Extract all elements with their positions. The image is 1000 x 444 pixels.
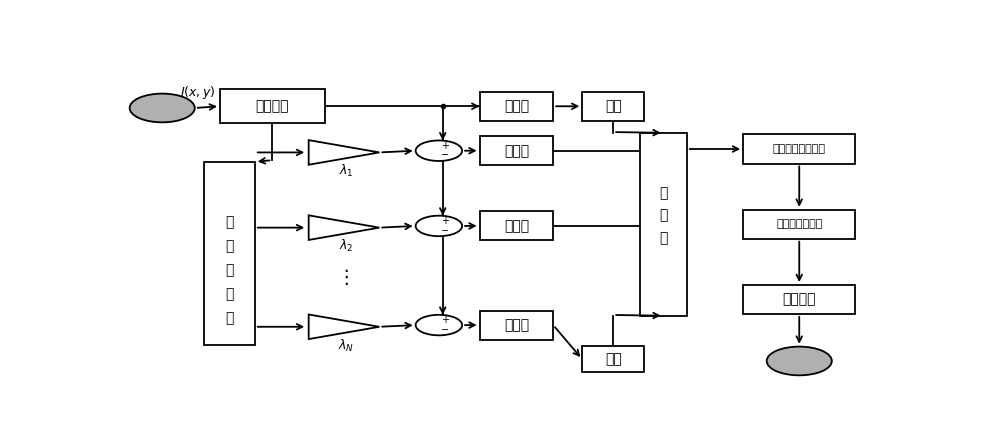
Text: 外: 外 [225,215,234,230]
Text: ⋮: ⋮ [336,268,356,287]
Bar [582,346,644,372]
Text: $\lambda_N$: $\lambda_N$ [338,337,354,353]
Text: 抑: 抑 [225,263,234,278]
Text: 区: 区 [225,239,234,254]
Text: 二値化: 二値化 [504,99,529,113]
Bar [582,92,644,121]
Text: −: − [441,325,449,335]
Text: $\lambda_2$: $\lambda_2$ [339,238,353,254]
Polygon shape [309,314,379,339]
Text: 量: 量 [225,311,234,325]
Text: +: + [441,141,449,151]
Bar [480,136,553,165]
Circle shape [416,140,462,161]
Text: −: − [441,151,449,160]
Bar [480,92,553,121]
Bar [480,310,553,340]
Text: +: + [441,315,449,325]
Text: 合: 合 [659,209,668,223]
Bar [743,210,855,239]
Text: 并集: 并集 [605,352,622,366]
Text: $\lambda_1$: $\lambda_1$ [339,163,353,179]
Circle shape [767,347,832,375]
Bar [204,162,255,345]
Text: 制: 制 [225,287,234,301]
Circle shape [416,216,462,236]
Text: 二値化: 二値化 [504,318,529,332]
Text: 二値化: 二値化 [504,219,529,233]
Text: $I(x,y)$: $I(x,y)$ [180,84,216,101]
Bar [743,285,855,314]
Text: 贝叶斯后验概率: 贝叶斯后验概率 [776,219,822,229]
Text: −: − [441,226,449,236]
Text: 边缘轮廓先验概率: 边缘轮廓先验概率 [773,144,826,154]
Polygon shape [309,215,379,240]
Text: 高斯梯度: 高斯梯度 [256,99,289,113]
Bar [640,133,687,316]
Bar [743,135,855,163]
Polygon shape [309,140,379,165]
Circle shape [130,94,195,123]
Bar [220,89,325,123]
Text: +: + [441,216,449,226]
Bar [480,211,553,241]
Text: 组: 组 [659,186,668,200]
Circle shape [416,315,462,335]
Text: 器: 器 [659,231,668,245]
Text: 交集: 交集 [605,99,622,113]
Text: 二値化: 二値化 [504,144,529,158]
Text: 输出轮廓: 输出轮廓 [782,293,816,306]
